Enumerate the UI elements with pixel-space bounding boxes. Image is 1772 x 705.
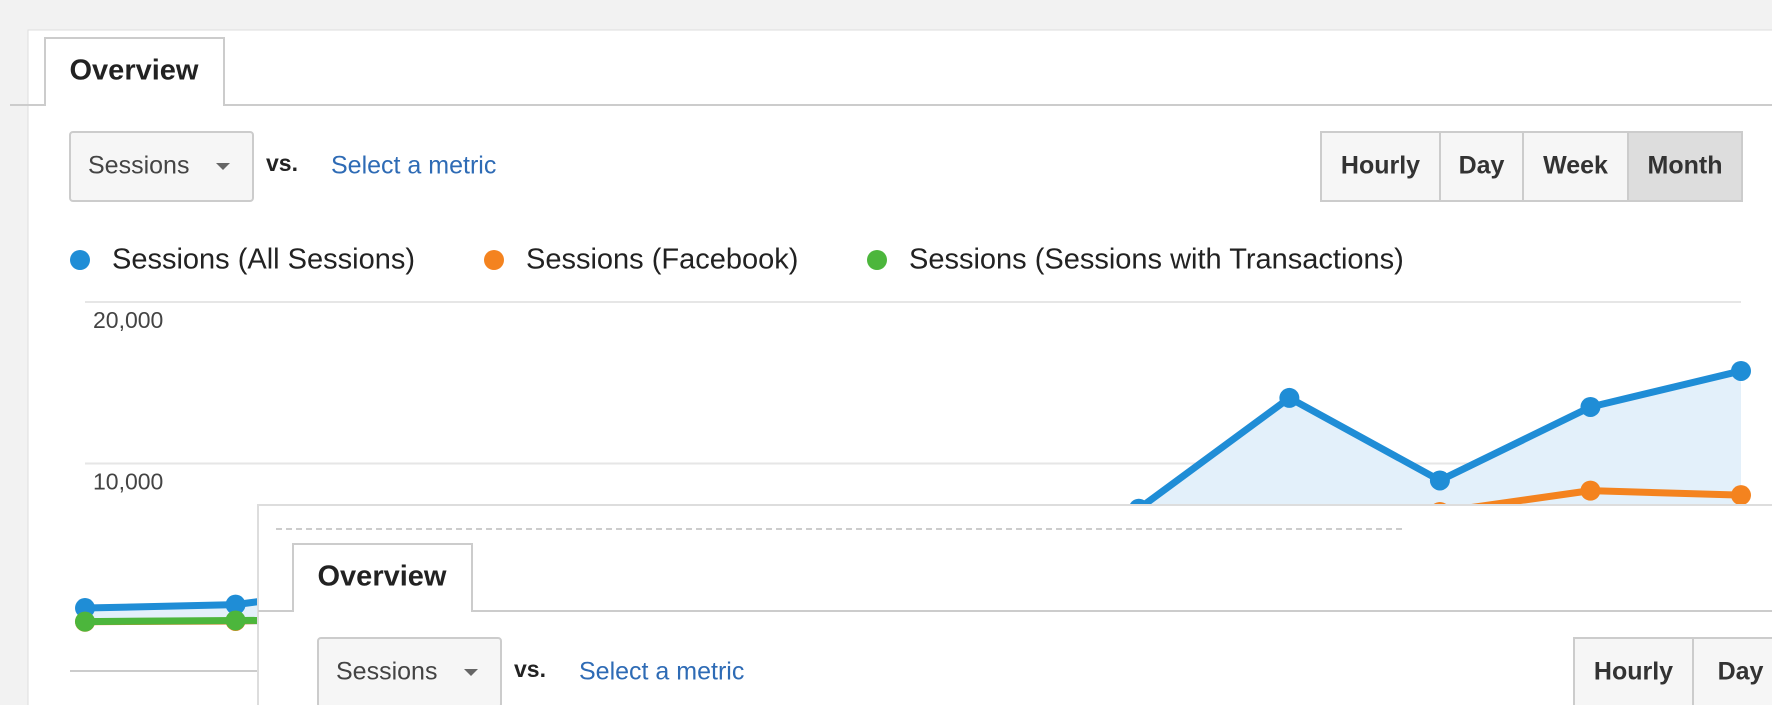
legend-dot: [484, 250, 504, 270]
data-point: [225, 610, 246, 631]
period-button-label: Day: [1718, 658, 1764, 686]
legend-dot: [70, 250, 90, 270]
metric-label: Sessions: [88, 152, 189, 180]
y-tick-label: 20,000: [93, 307, 163, 333]
dropdown-arrow: [216, 163, 230, 170]
data-point: [1580, 396, 1601, 417]
data-point: [1429, 470, 1450, 491]
select-metric-link[interactable]: Select a metric: [579, 658, 744, 686]
tab-cover: [294, 609, 471, 613]
tab-label: Overview: [318, 561, 447, 593]
period-button-label: Week: [1543, 152, 1608, 180]
period-button-label: Hourly: [1594, 658, 1673, 686]
metric-label: Sessions: [336, 658, 437, 686]
period-button-label: Hourly: [1341, 152, 1420, 180]
period-button[interactable]: [1627, 131, 1743, 202]
vs-label: vs.: [514, 656, 546, 682]
legend-dot: [867, 250, 887, 270]
select-metric-link[interactable]: Select a metric: [331, 152, 496, 180]
metric-dropdown[interactable]: [317, 637, 502, 705]
front-panel: [257, 504, 1772, 705]
vs-label: vs.: [266, 150, 298, 176]
tab[interactable]: [44, 37, 225, 106]
tab[interactable]: [292, 543, 473, 612]
data-point: [1580, 480, 1601, 501]
period-button[interactable]: [1573, 637, 1694, 705]
legend-label: Sessions (Facebook): [526, 244, 798, 276]
y-tick-label: 10,000: [93, 469, 163, 495]
data-point: [1279, 387, 1300, 408]
data-point: [75, 611, 95, 632]
legend-label: Sessions (All Sessions): [112, 244, 415, 276]
period-button[interactable]: [1692, 637, 1772, 705]
period-button-label: Day: [1459, 152, 1505, 180]
dropdown-arrow: [464, 669, 478, 676]
period-button-label: Month: [1648, 152, 1723, 180]
legend-label: Sessions (Sessions with Transactions): [909, 244, 1404, 276]
data-point: [1731, 360, 1751, 381]
tab-label: Overview: [70, 55, 199, 87]
period-button[interactable]: [1320, 131, 1441, 202]
tab-cover: [46, 103, 223, 107]
data-point: [225, 594, 246, 615]
period-button[interactable]: [1439, 131, 1524, 202]
period-button[interactable]: [1522, 131, 1629, 202]
data-point: [1731, 485, 1751, 506]
metric-dropdown[interactable]: [69, 131, 254, 202]
